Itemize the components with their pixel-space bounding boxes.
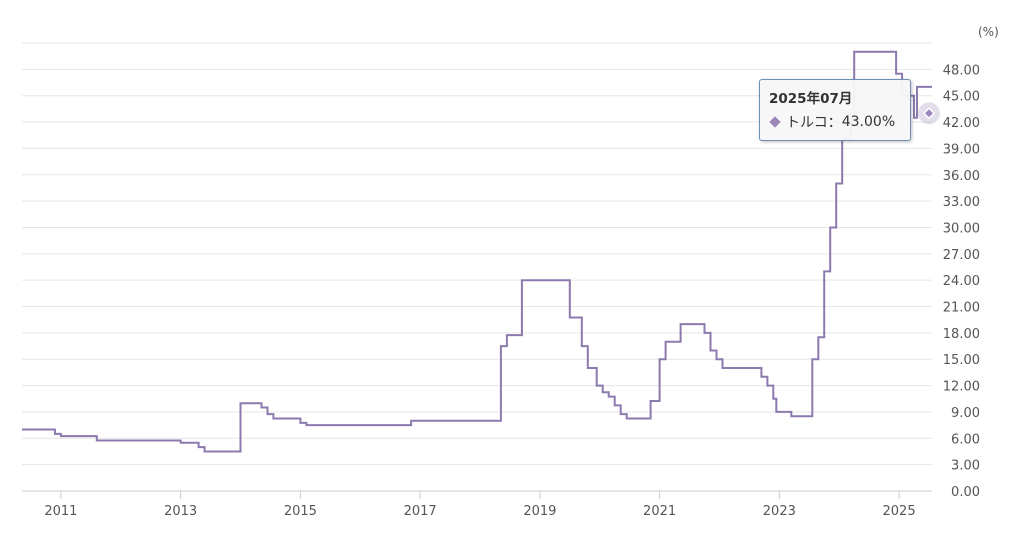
diamond-marker-icon (769, 116, 781, 128)
tooltip-row: トルコ ： 43.00% (769, 112, 901, 132)
grid-lines (22, 42, 932, 466)
tooltip-value: 43.00% (841, 114, 896, 130)
hover-highlight (918, 102, 941, 125)
series-group (22, 50, 932, 453)
x-tick-labels: 2011 2013 2015 2017 2019 2021 2023 2025 (44, 504, 915, 519)
y-tick-label: 0.00 (951, 485, 980, 500)
y-unit-label: (%) (978, 25, 999, 39)
y-tick-label: 48.00 (943, 63, 980, 78)
x-tick-label: 2011 (44, 504, 77, 519)
y-tick-label: 45.00 (943, 90, 980, 105)
x-tick-label: 2019 (523, 504, 556, 519)
y-tick-label: 36.00 (943, 169, 980, 184)
y-tick-label: 39.00 (943, 142, 980, 157)
y-tick-label: 27.00 (943, 248, 980, 263)
y-tick-label: 15.00 (943, 353, 980, 368)
x-tick-marks (60, 491, 900, 499)
x-tick-label: 2023 (763, 504, 796, 519)
x-tick-label: 2021 (643, 504, 676, 519)
y-tick-label: 3.00 (951, 459, 980, 474)
tooltip-series-name: トルコ (786, 115, 828, 131)
highlight-point (922, 107, 936, 120)
x-tick-label: 2017 (404, 504, 437, 519)
y-tick-label: 12.00 (943, 380, 980, 395)
y-tick-label: 33.00 (943, 195, 980, 210)
x-tick-label: 2025 (883, 504, 916, 519)
y-tick-label: 24.00 (943, 274, 980, 289)
y-tick-label: 6.00 (951, 432, 980, 447)
series-line-0 (22, 50, 932, 453)
y-tick-label: 9.00 (951, 406, 980, 421)
y-tick-label: 42.00 (943, 116, 980, 131)
tooltip-separator: ： (827, 115, 842, 131)
x-tick-label: 2013 (164, 504, 197, 519)
tooltip-title: 2025年07月 (769, 91, 853, 107)
chart-tooltip: 2025年07月 トルコ ： 43.00% (759, 79, 911, 141)
x-tick-label: 2015 (284, 504, 317, 519)
y-tick-label: 30.00 (943, 221, 980, 236)
y-tick-label: 18.00 (943, 327, 980, 342)
y-tick-labels: 0.00 3.00 6.00 9.00 12.00 15.00 18.00 21.00 24.0… (943, 63, 980, 500)
y-tick-label: 21.00 (943, 301, 980, 316)
